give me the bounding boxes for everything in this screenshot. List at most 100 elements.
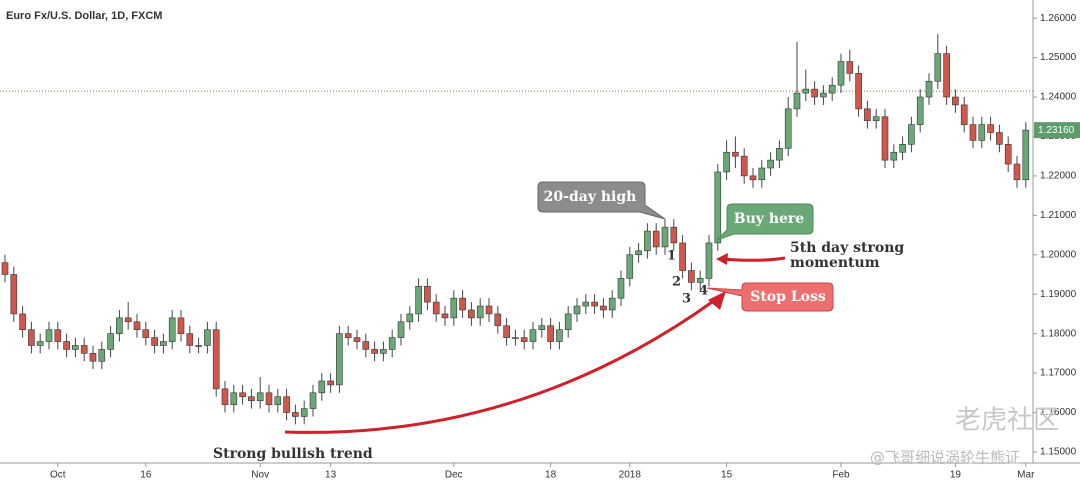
candle-body [573, 305, 581, 315]
candle-body [450, 297, 458, 319]
candle-body [591, 301, 598, 307]
candle-body [934, 53, 942, 82]
candle-body [811, 88, 818, 98]
candle-body [864, 108, 871, 121]
candle-body [661, 226, 669, 248]
candle-body [45, 329, 53, 342]
candle-body [547, 325, 554, 342]
watermark: @飞哥细说涡轮牛熊证 [870, 449, 1020, 467]
candle-body [670, 226, 678, 244]
candle-body [292, 412, 299, 417]
x-tick-label: 19 [950, 470, 962, 481]
candle-body [151, 337, 158, 346]
candle-body [116, 317, 123, 334]
candle-body [415, 286, 422, 315]
candle-body [1004, 144, 1012, 165]
annotation: momentum [790, 255, 880, 271]
arrowhead [708, 291, 726, 310]
candle-body [644, 230, 651, 252]
annotation: Buy here [734, 211, 804, 227]
candle-body [908, 124, 915, 145]
candle-body [63, 341, 70, 350]
candle-body [978, 124, 986, 141]
candle-body [283, 396, 290, 413]
candle-body [776, 147, 783, 161]
y-tick-label: 1.20000 [1040, 249, 1077, 260]
candle-body [696, 278, 704, 283]
candle-body [424, 286, 431, 303]
candle-body [635, 250, 642, 256]
annotation: Strong bullish trend [213, 446, 373, 462]
candle-body [89, 353, 97, 362]
candle-body [617, 278, 625, 299]
candle-body [186, 333, 194, 346]
candle-body [714, 171, 722, 244]
candle-body [300, 408, 308, 417]
candle-body [54, 329, 62, 342]
candle-body [468, 309, 475, 319]
watermark: 老虎社区 [955, 406, 1059, 436]
candle-body [432, 301, 440, 315]
candle-body [256, 392, 264, 401]
candle-body [388, 337, 396, 350]
candle-body [230, 392, 238, 405]
candle-body [353, 337, 361, 342]
candle-body [36, 341, 44, 346]
candle-body [960, 104, 968, 125]
candle-body [608, 297, 616, 311]
candle-body [459, 297, 466, 311]
candle-body [916, 96, 924, 125]
candle-body [195, 345, 202, 347]
candle-body [520, 337, 528, 342]
candle-body [582, 301, 590, 307]
candle-body [221, 388, 229, 405]
candle-body [556, 329, 563, 342]
candle-body [397, 321, 405, 338]
candle-body [10, 274, 18, 315]
candle-label: 2 [672, 275, 681, 290]
candle-body [336, 333, 343, 386]
x-tick-label: Oct [50, 470, 66, 481]
x-tick-label: Feb [832, 470, 850, 481]
callout-20-day-high [537, 181, 666, 220]
candle-body [204, 329, 211, 346]
y-tick-label: 1.22000 [1040, 171, 1077, 182]
candle-body [899, 144, 906, 153]
candle-body [485, 305, 493, 315]
annotation: Stop Loss [750, 289, 826, 305]
candle-body [160, 341, 167, 346]
candle-body [758, 167, 766, 181]
candle-body [529, 329, 537, 342]
candle-body [890, 151, 898, 161]
candle-body [212, 329, 220, 390]
candle-body [265, 392, 273, 405]
candle-body [239, 392, 246, 398]
candle-label: 3 [682, 292, 691, 307]
candle-body [1022, 129, 1030, 181]
candle-body [318, 380, 326, 394]
callout-buy-here [716, 203, 814, 241]
candle-body [371, 349, 378, 354]
y-tick-label: 1.19000 [1040, 289, 1077, 300]
candle-body [98, 349, 106, 362]
last-price-label: 1.23160 [1038, 125, 1075, 136]
candle-body [168, 317, 176, 342]
candle-body [855, 73, 862, 110]
candle-body [406, 313, 414, 323]
x-tick-label: 15 [721, 470, 733, 481]
candle-body [626, 254, 634, 279]
candle-body [802, 88, 810, 94]
y-tick-label: 1.26000 [1040, 13, 1077, 24]
candle-body [749, 175, 757, 181]
arrow [721, 256, 786, 262]
candle-body [925, 80, 933, 98]
candle-body [274, 396, 282, 405]
candle-body [344, 333, 352, 338]
candle-body [503, 325, 510, 338]
y-tick-label: 1.15000 [1040, 447, 1077, 458]
candle-body [688, 270, 695, 283]
candle-body [309, 392, 317, 409]
candle-body [107, 333, 114, 350]
callout-stop-loss [706, 282, 834, 312]
